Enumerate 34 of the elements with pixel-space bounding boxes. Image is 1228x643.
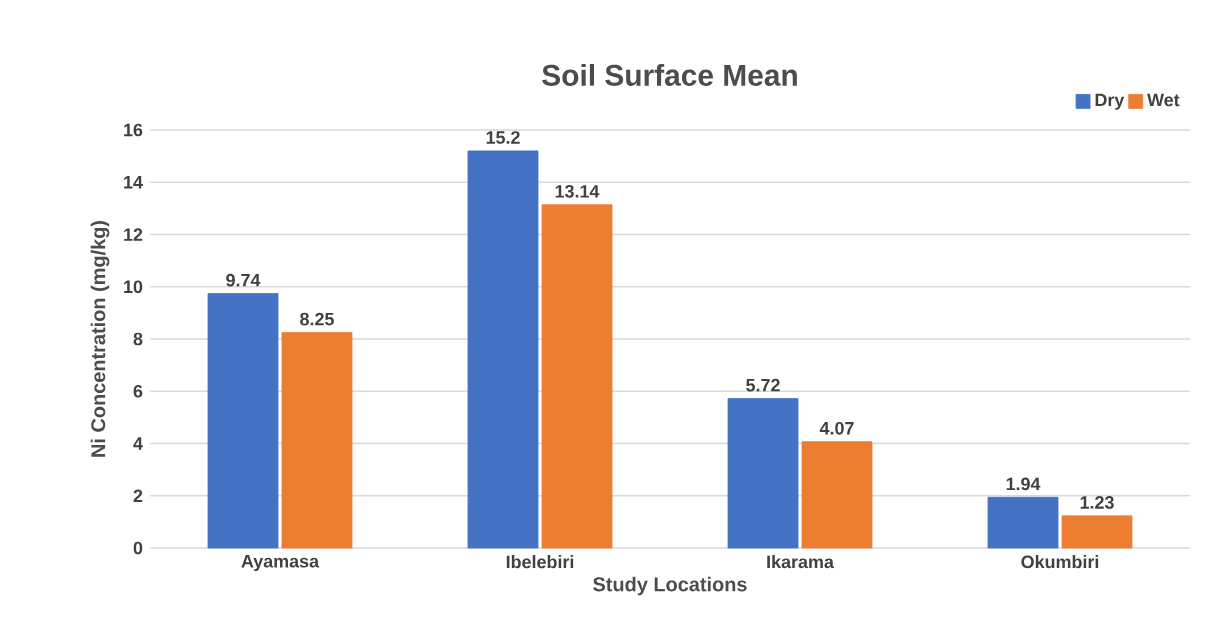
bar — [467, 150, 539, 549]
data-label: 4.07 — [819, 421, 854, 435]
data-label: 1.23 — [1080, 496, 1114, 509]
bar — [727, 398, 799, 549]
y-tick-label: 4 — [133, 437, 143, 450]
bar — [207, 293, 279, 549]
legend-label: Dry — [1095, 93, 1125, 110]
chart-title: Soil Surface Mean — [542, 63, 797, 86]
x-tick-label: Ibelebiri — [506, 555, 574, 569]
bar — [987, 496, 1059, 549]
x-tick-label: Ayamasa — [241, 555, 320, 572]
data-label: 9.74 — [226, 273, 261, 287]
y-tick-label: 0 — [133, 541, 143, 555]
y-tick-label: 16 — [124, 123, 143, 137]
data-label: 5.72 — [746, 378, 780, 392]
y-tick-label: 12 — [124, 228, 143, 241]
y-tick-label: 2 — [133, 489, 143, 503]
y-tick-label: 8 — [133, 332, 143, 346]
x-tick-label: Ikarama — [767, 555, 835, 569]
y-tick-label: 10 — [124, 280, 143, 294]
x-axis-title: Study Locations — [593, 576, 747, 596]
x-tick-label: Okumbiri — [1021, 555, 1099, 569]
data-label: 15.2 — [486, 131, 520, 144]
data-label: 1.94 — [1006, 477, 1041, 491]
y-tick-label: 14 — [124, 176, 143, 189]
bar — [541, 204, 613, 549]
bar — [1061, 515, 1133, 549]
data-label: 8.25 — [300, 312, 334, 326]
y-tick-label: 6 — [133, 384, 143, 398]
y-axis-title: Ni Concentration (mg/kg) — [90, 220, 110, 457]
data-label: 13.14 — [555, 184, 600, 198]
bar — [281, 332, 353, 549]
legend-label: Wet — [1147, 93, 1180, 107]
bar — [801, 441, 873, 549]
